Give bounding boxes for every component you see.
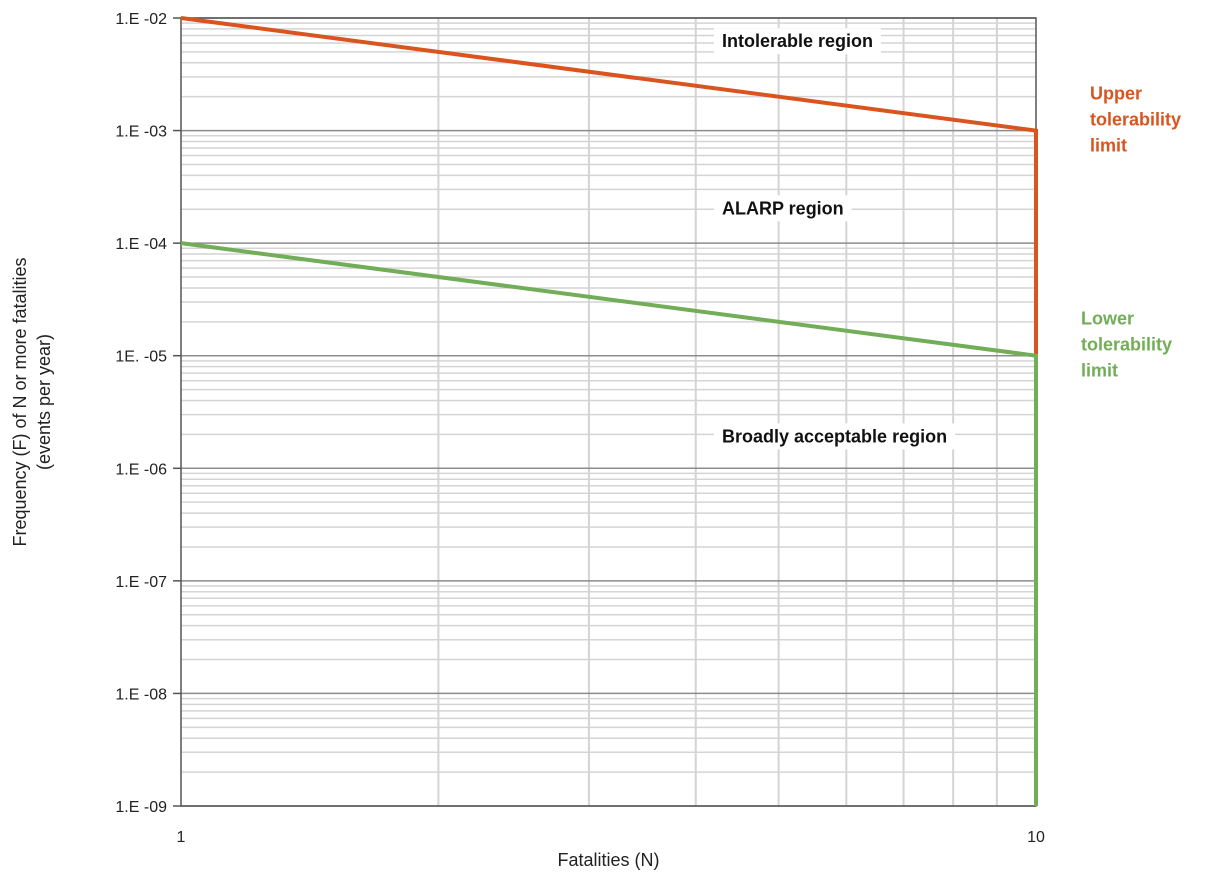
region-label: Intolerable region [722,31,873,51]
lower-tolerability-line [180,241,1038,806]
y-tick-label: 1.E -03 [115,124,167,141]
limit-layer: Upper tolerability limit Lower tolerability l… [1081,84,1181,381]
limit-label-line: tolerability [1081,335,1172,355]
y-tick-label: 1.E -06 [115,461,167,478]
x-tick-label: 10 [1027,829,1045,846]
y-axis-title-line: Frequency (F) of N or more fatalities [10,257,30,546]
region-label-background [714,28,882,55]
region-layer: Intolerable region ALARP region Broadly ac… [714,28,956,450]
limit-label-line: Lower [1081,309,1134,329]
region-label: Broadly acceptable region [722,426,947,446]
y-tick-label: 1.E -07 [115,574,167,591]
y-tick-label: 1.E -04 [115,236,167,253]
region-label-background [714,423,956,450]
limit-label-line: limit [1090,136,1127,156]
limit-label-line: tolerability [1090,110,1181,130]
x-tick-label: 1 [177,829,186,846]
grid-minor [181,18,1036,806]
x-axis-title: Fatalities (N) [557,850,659,870]
x-tick-layer: 1 10 [177,829,1045,846]
y-tick-label: 1.E -08 [115,686,167,703]
y-axis-title-line: (events per year) [34,334,54,470]
y-tick-layer: 1.E -02 1.E -03 1.E -04 1E. -05 1.E -06 1.E -… [115,11,181,816]
y-axis-title: Frequency (F) of N or more fatalities (ev… [10,257,54,546]
region-label-background [714,195,852,222]
region-label-group: Intolerable region [714,28,882,55]
y-tick-label: 1E. -05 [115,349,167,366]
y-tick-label: 1.E -02 [115,11,167,28]
upper-tolerability-line [180,16,1038,356]
limit-label-line: limit [1081,361,1118,381]
region-label: ALARP region [722,198,844,218]
upper-limit-label: Upper tolerability limit [1090,84,1181,156]
limit-label-line: Upper [1090,84,1142,104]
series-layer [180,16,1038,806]
region-label-group: Broadly acceptable region [714,423,956,450]
lower-limit-label: Lower tolerability limit [1081,309,1172,381]
region-label-group: ALARP region [714,195,852,222]
y-tick-label: 1.E -09 [115,799,167,816]
